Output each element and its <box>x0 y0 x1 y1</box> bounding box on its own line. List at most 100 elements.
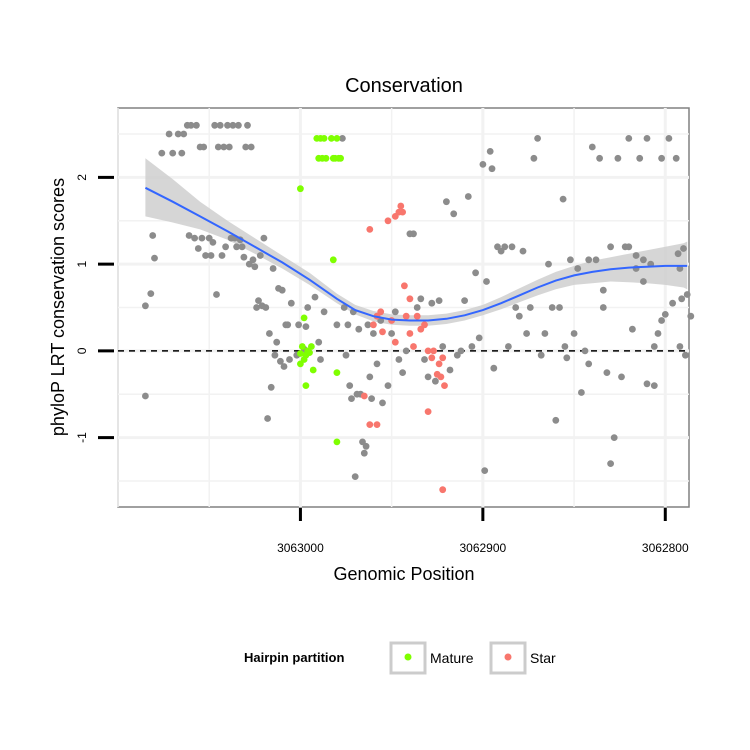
legend-label-star: Star <box>530 650 556 666</box>
data-point-other <box>461 297 468 304</box>
data-point-other <box>552 416 560 424</box>
data-point-other <box>213 291 220 298</box>
x-tick-label: 3063000 <box>277 541 324 555</box>
data-point-star <box>406 295 414 303</box>
data-point-other <box>333 321 341 329</box>
data-point-other <box>432 377 439 385</box>
data-point-other <box>512 304 520 311</box>
data-point-other <box>607 243 614 251</box>
data-point-other <box>428 299 436 307</box>
data-point-star <box>406 330 414 337</box>
data-point-other <box>570 330 578 337</box>
data-point-star <box>410 343 417 350</box>
data-point-other <box>578 389 585 396</box>
confidence-ribbon <box>145 158 688 326</box>
data-point-other <box>194 245 202 252</box>
data-point-other <box>614 154 622 162</box>
data-point-star <box>413 312 421 320</box>
data-point-star <box>441 382 448 389</box>
data-point-other <box>368 395 375 402</box>
data-point-other <box>253 304 260 311</box>
data-point-other <box>384 382 392 389</box>
data-point-other <box>169 149 177 157</box>
data-point-mature <box>297 360 304 368</box>
y-tick-label: 0 <box>75 347 89 354</box>
data-point-other <box>632 252 640 259</box>
data-point-star <box>439 486 447 494</box>
data-point-other <box>366 373 374 381</box>
data-point-star <box>373 421 381 428</box>
data-point-other <box>271 351 279 359</box>
data-point-mature <box>300 314 308 322</box>
data-point-star <box>424 408 432 415</box>
data-point-other <box>665 135 673 142</box>
legend-dot-mature <box>404 653 412 661</box>
data-point-other <box>523 330 530 337</box>
data-point-other <box>151 254 158 262</box>
data-point-other <box>178 149 186 157</box>
data-point-mature <box>328 135 335 142</box>
data-point-other <box>588 143 596 151</box>
data-point-star <box>366 226 374 233</box>
data-point-mature <box>333 135 341 142</box>
data-point-other <box>687 312 695 320</box>
smooth-fit-line <box>144 186 688 322</box>
data-point-other <box>488 165 496 173</box>
data-point-other <box>295 321 302 329</box>
data-point-other <box>541 330 549 337</box>
data-point-star <box>399 208 406 216</box>
data-point-other <box>680 245 687 252</box>
data-point-other <box>610 434 618 441</box>
data-point-other <box>244 121 251 129</box>
data-point-other <box>674 250 682 258</box>
data-point-other <box>443 198 450 206</box>
data-point-other <box>545 260 552 268</box>
data-point-other <box>563 354 571 362</box>
data-point-star <box>397 202 405 210</box>
data-point-other <box>515 312 523 320</box>
y-axis-title: phyloP LRT conservation scores <box>48 178 68 436</box>
data-point-other <box>262 304 270 311</box>
data-point-other <box>340 304 348 311</box>
data-point-other <box>211 121 219 129</box>
data-point-other <box>548 304 556 311</box>
data-point-other <box>446 366 454 374</box>
data-point-other <box>481 467 489 474</box>
data-point-other <box>661 311 669 318</box>
data-point-other <box>464 193 472 200</box>
data-point-other <box>592 256 600 264</box>
x-axis-title: Genomic Position <box>333 564 474 584</box>
legend-title: Hairpin partition <box>244 650 344 665</box>
data-point-other <box>417 295 425 303</box>
data-point-other <box>273 338 281 346</box>
data-point-star <box>435 360 443 368</box>
data-point-star <box>370 321 377 329</box>
data-point-other <box>267 383 275 391</box>
data-point-other <box>280 363 288 370</box>
data-point-other <box>424 373 432 381</box>
data-point-other <box>640 278 647 285</box>
data-point-other <box>483 278 490 285</box>
data-point-mature <box>329 256 337 264</box>
axes-layer: 3063000 3062900 3062800 -1 0 1 2 <box>75 174 689 555</box>
x-tick-label: 3062900 <box>459 541 506 555</box>
data-point-other <box>603 369 611 376</box>
data-point-other <box>191 234 199 242</box>
data-point-other <box>220 143 228 151</box>
data-point-other <box>242 143 250 151</box>
data-point-other <box>185 232 193 239</box>
data-point-other <box>534 135 541 142</box>
data-point-mature <box>320 135 328 142</box>
chart-title: Conservation <box>345 75 463 97</box>
data-point-other <box>249 256 257 264</box>
data-point-other <box>147 290 155 297</box>
data-point-other <box>413 304 421 311</box>
data-point-other <box>421 356 428 363</box>
data-point-other <box>439 343 447 350</box>
data-point-other <box>402 347 410 355</box>
data-point-other <box>526 304 534 311</box>
data-point-other <box>198 234 206 242</box>
data-point-other <box>149 232 157 239</box>
